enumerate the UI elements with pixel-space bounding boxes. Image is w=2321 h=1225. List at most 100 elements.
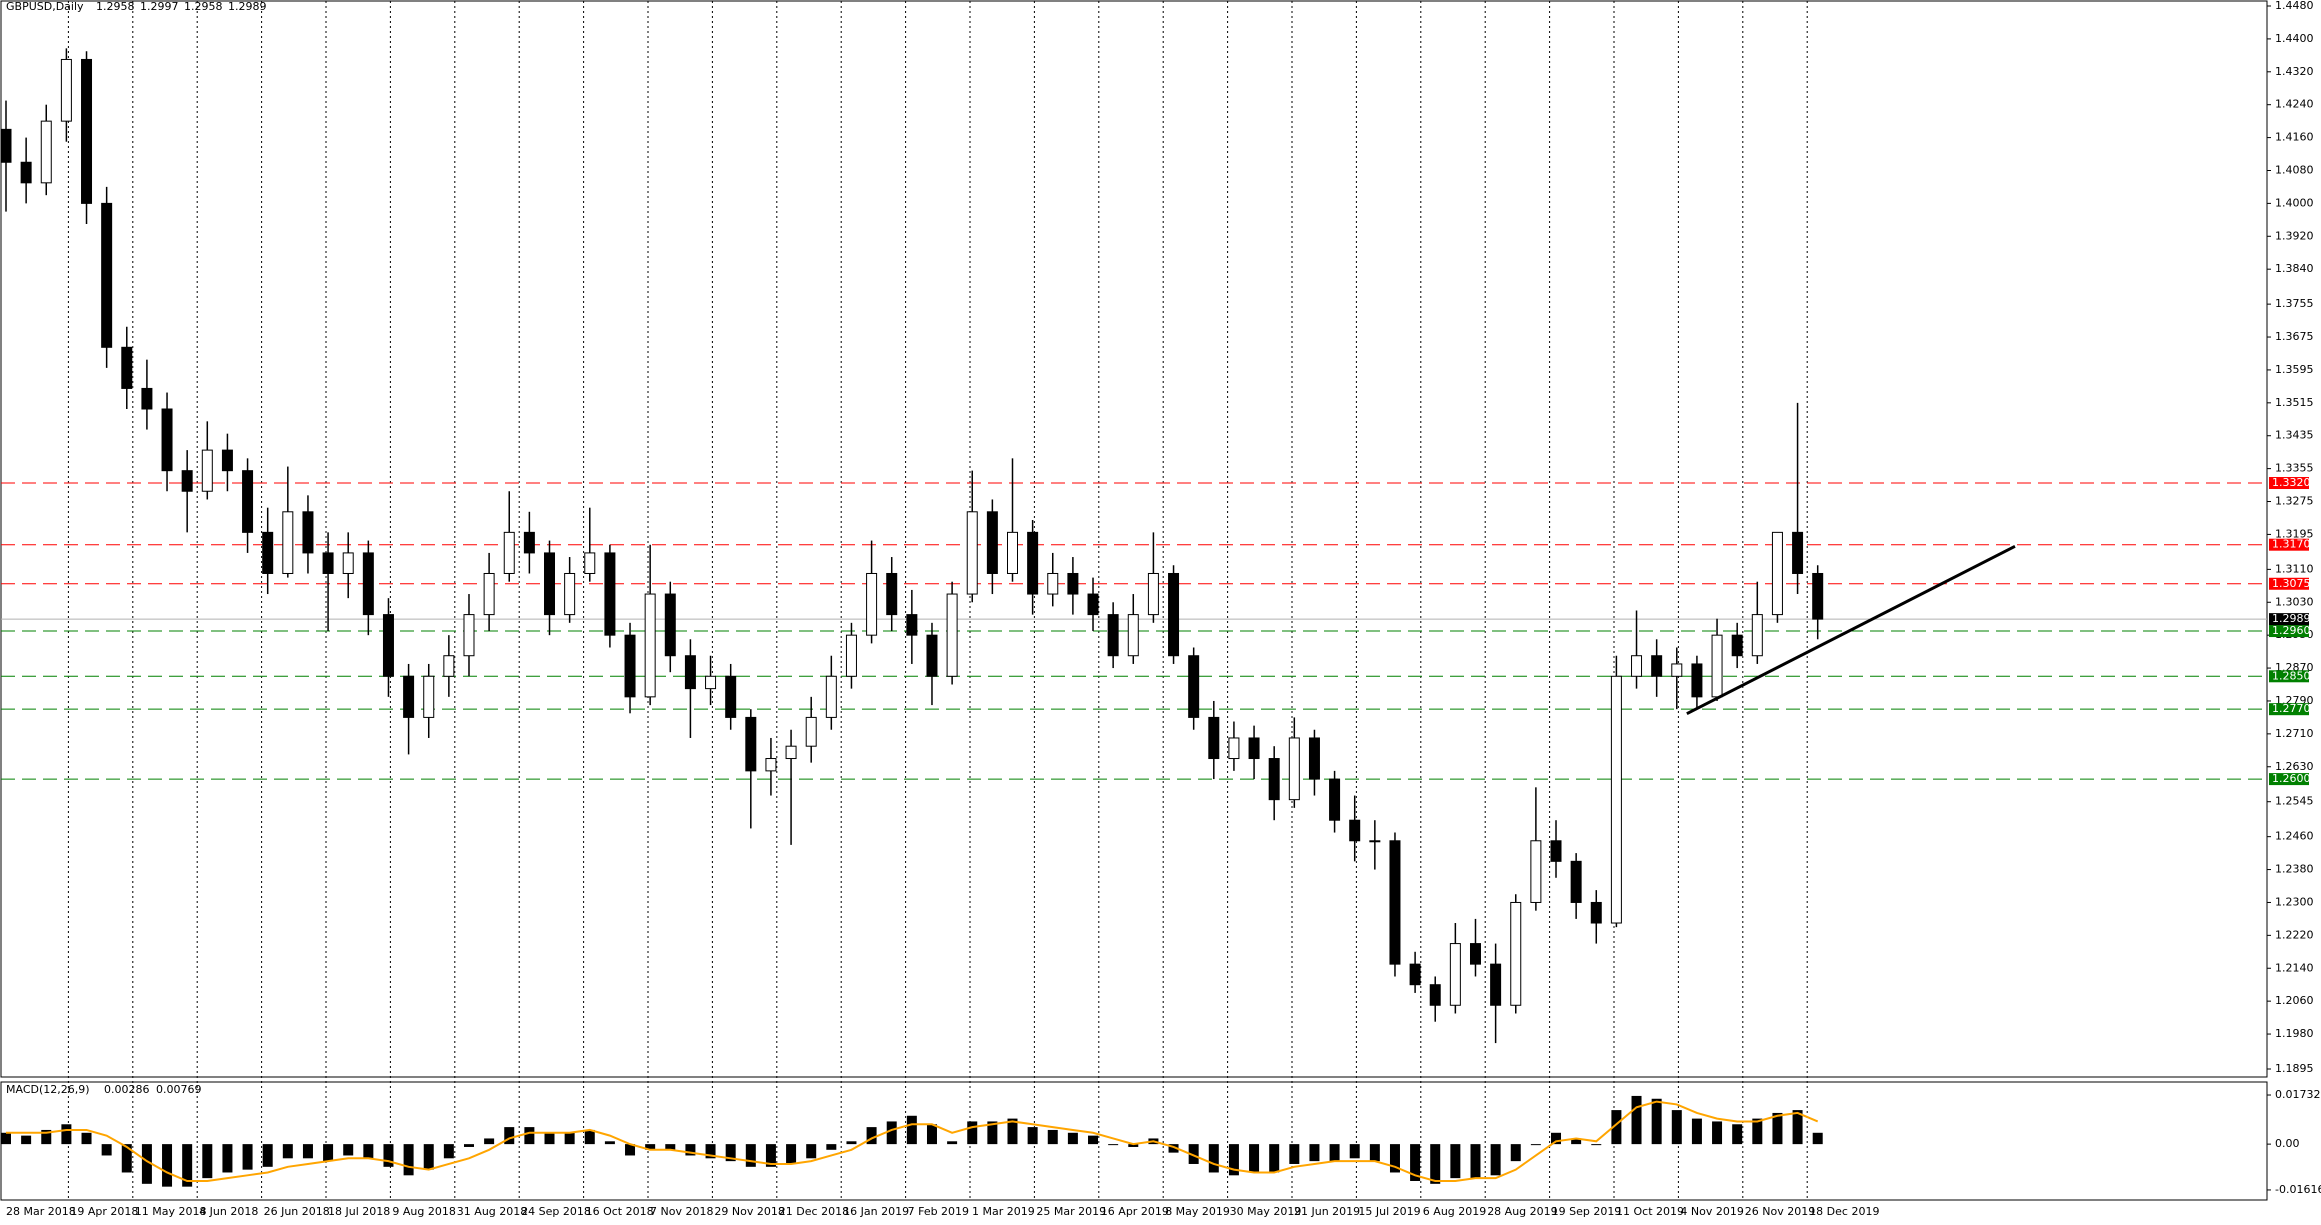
macd-bar xyxy=(1,1132,11,1145)
macd-bar xyxy=(504,1127,515,1145)
y-tick-label: 1.3515 xyxy=(2275,396,2314,409)
macd-bar xyxy=(1269,1144,1280,1173)
level-tag xyxy=(2269,773,2309,786)
macd-bar xyxy=(1631,1095,1642,1145)
candle-body xyxy=(684,655,696,690)
macd-bar xyxy=(987,1121,998,1145)
level-tag xyxy=(2269,703,2309,716)
candle-body xyxy=(564,572,576,616)
x-tick-label: 9 Aug 2018 xyxy=(392,1205,455,1218)
ohlc-value: 1.2958 xyxy=(184,0,223,13)
candle-body xyxy=(725,675,737,718)
macd-bar xyxy=(202,1144,213,1179)
macd-bar xyxy=(544,1132,555,1145)
candle-body xyxy=(1369,840,1381,843)
y-tick-label: 1.2220 xyxy=(2275,928,2314,941)
macd-bar xyxy=(926,1124,937,1145)
macd-bar xyxy=(665,1144,676,1150)
macd-bar xyxy=(1128,1144,1139,1147)
candle-body xyxy=(1691,663,1703,698)
x-tick-label: 11 Oct 2019 xyxy=(1616,1205,1684,1218)
x-tick-label: 11 May 2018 xyxy=(135,1205,207,1218)
macd-bar xyxy=(1168,1144,1179,1153)
candle-body xyxy=(1711,634,1723,698)
macd-bar xyxy=(564,1132,575,1145)
candle-body xyxy=(282,511,294,574)
y-tick-label: 1.3675 xyxy=(2275,330,2314,343)
x-tick-label: 7 Feb 2019 xyxy=(908,1205,969,1218)
candle-body xyxy=(483,572,495,616)
y-tick-label: 1.2380 xyxy=(2275,863,2314,876)
candle-body xyxy=(1771,531,1783,616)
macd-bar xyxy=(484,1138,495,1145)
macd-bar xyxy=(423,1144,434,1170)
x-tick-label: 18 Jul 2018 xyxy=(328,1205,390,1218)
candle-body xyxy=(1168,572,1180,657)
trendline xyxy=(1686,545,2016,716)
macd-bar xyxy=(1188,1144,1199,1164)
candle-body xyxy=(624,634,636,698)
y-tick-label: 1.3840 xyxy=(2275,262,2314,275)
candle-body xyxy=(1671,663,1683,677)
macd-bar xyxy=(745,1144,756,1167)
candle-body xyxy=(785,745,797,760)
level-label: 1.2600 xyxy=(2272,772,2311,785)
current-price-tag xyxy=(2269,613,2309,626)
macd-bar xyxy=(101,1144,112,1156)
candle-body xyxy=(1610,675,1622,924)
macd-bar xyxy=(1027,1127,1038,1145)
level-label: 1.3075 xyxy=(2272,577,2311,590)
candle-body xyxy=(1349,819,1361,842)
macd-bar xyxy=(1772,1112,1783,1145)
macd-bar xyxy=(1551,1132,1562,1145)
macd-bar xyxy=(1611,1110,1622,1145)
macd-bar xyxy=(1691,1118,1702,1145)
macd-bar xyxy=(1651,1098,1662,1145)
y-tick-label: 1.3595 xyxy=(2275,363,2314,376)
macd-bar xyxy=(1792,1110,1803,1145)
candle-body xyxy=(866,572,878,636)
macd-bar xyxy=(343,1144,354,1156)
candle-body xyxy=(845,634,857,677)
level-label: 1.2770 xyxy=(2272,702,2311,715)
y-tick-label: 1.3275 xyxy=(2275,495,2314,508)
y-tick-label: 1.3920 xyxy=(2275,229,2314,242)
macd-bar xyxy=(443,1144,454,1159)
candle-body xyxy=(544,552,556,616)
macd-bar xyxy=(1329,1144,1340,1162)
main-panel xyxy=(0,0,2268,1078)
x-tick-label: 26 Jun 2018 xyxy=(264,1205,330,1218)
x-tick-label: 15 Jul 2019 xyxy=(1358,1205,1420,1218)
macd-bar xyxy=(1108,1144,1119,1146)
macd-bar xyxy=(826,1144,837,1150)
candle-body xyxy=(423,675,435,718)
macd-bar xyxy=(625,1144,636,1156)
candle-body xyxy=(1429,984,1441,1006)
macd-bar xyxy=(383,1144,394,1167)
ohlc-value: 1.2958 xyxy=(96,0,135,13)
x-tick-label: 25 Mar 2019 xyxy=(1036,1205,1106,1218)
candle-body xyxy=(1188,655,1200,718)
candle-body xyxy=(503,531,515,574)
macd-bar xyxy=(846,1141,857,1145)
candle-body xyxy=(101,202,113,348)
header: GBPUSD,Daily xyxy=(6,0,84,13)
candle-body xyxy=(1490,963,1502,1006)
candle-body xyxy=(1812,572,1824,620)
candle-body xyxy=(1389,840,1401,965)
x-tick-label: 8 May 2019 xyxy=(1165,1205,1230,1218)
macd-bar xyxy=(866,1127,877,1145)
ohlc-value: 1.2997 xyxy=(140,0,179,13)
ohlc-value: 1.2989 xyxy=(228,0,267,13)
current-price-label: 1.2989 xyxy=(2272,612,2311,625)
x-tick-label: 26 Nov 2019 xyxy=(1745,1205,1815,1218)
candle-body xyxy=(765,758,777,772)
macd-readout: 0.00286 xyxy=(104,1083,150,1096)
candle-body xyxy=(302,511,314,554)
candle-body xyxy=(1731,634,1743,657)
macd-bar xyxy=(1349,1144,1360,1159)
x-tick-label: 6 Aug 2019 xyxy=(1423,1205,1486,1218)
macd-bar xyxy=(1007,1118,1018,1145)
candle-body xyxy=(382,614,394,677)
symbol: GBPUSD,Daily xyxy=(6,0,84,13)
